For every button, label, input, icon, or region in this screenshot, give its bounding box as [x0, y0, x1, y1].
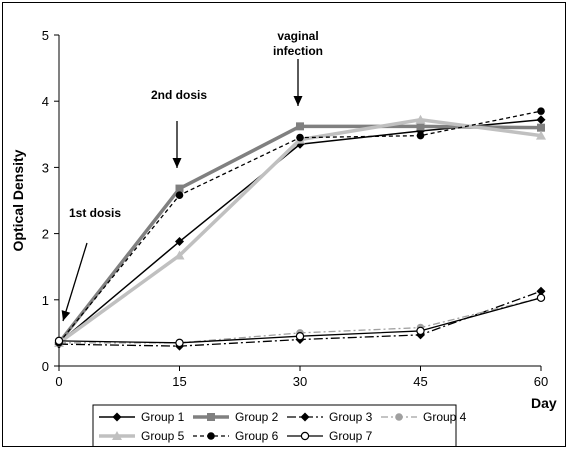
legend-label: Group 6: [235, 429, 279, 443]
legend-label: Group 2: [235, 410, 279, 424]
data-point: [416, 122, 425, 131]
legend-label: Group 5: [141, 429, 185, 443]
x-tick-label: 0: [55, 374, 62, 389]
data-point: [175, 184, 184, 193]
y-tick-label: 2: [42, 227, 49, 242]
data-point: [415, 114, 426, 124]
series-layer: [54, 107, 546, 351]
data-point: [54, 336, 64, 346]
annotation-label-line: infection: [273, 44, 323, 58]
legend-item: Group 4: [381, 410, 467, 424]
data-point: [536, 286, 546, 296]
legend-swatch-marker: [207, 413, 215, 421]
annotation-label: vaginal infection: [273, 29, 323, 58]
data-point: [537, 123, 545, 132]
series-line: [57, 124, 542, 344]
legend-box: [92, 404, 457, 448]
x-tick-label: 45: [413, 374, 427, 389]
annotation-label-line: vaginal: [277, 29, 318, 43]
x-tick-label: 15: [172, 374, 186, 389]
series-7: [54, 293, 546, 348]
data-point: [536, 130, 546, 140]
data-point: [537, 107, 545, 115]
data-point: [174, 250, 185, 260]
y-tick-label: 5: [42, 28, 49, 43]
legend-swatch-marker: [300, 431, 310, 441]
series-2: [55, 122, 545, 347]
data-point: [175, 191, 184, 200]
data-point: [416, 131, 425, 140]
legend-swatch-marker: [395, 413, 403, 421]
annotation-arrow-head: [61, 310, 71, 321]
x-axis-label: Day: [531, 395, 557, 411]
legend: Group 1 Group 2 Group 3 Group 4 Group 5 Group…: [92, 404, 467, 448]
legend-item: Group 5: [99, 429, 185, 443]
legend-label: Group 7: [329, 429, 373, 443]
annotation-label-line: 1st dosis: [69, 206, 121, 220]
y-axis-label: Optical Density: [10, 149, 26, 251]
y-tick-label: 0: [42, 359, 49, 374]
legend-item: Group 7: [287, 429, 373, 443]
y-tick-label: 3: [42, 160, 49, 175]
annotation-label: 2nd dosis: [151, 88, 207, 102]
series-1: [54, 115, 546, 348]
series-line: [58, 118, 542, 344]
legend-item: Group 1: [99, 410, 185, 424]
data-point: [536, 293, 546, 303]
x-tick-label: 60: [534, 374, 548, 389]
y-tick-label: 4: [42, 94, 49, 109]
data-point: [295, 332, 305, 341]
legend-label: Group 3: [329, 410, 373, 424]
x-tick-label: 30: [293, 374, 307, 389]
data-point: [536, 115, 546, 125]
legend-swatch-marker: [112, 431, 122, 440]
series-5: [54, 114, 546, 347]
annotation-label-line: 2nd dosis: [151, 88, 207, 102]
legend-swatch-marker: [207, 432, 215, 440]
y-tick-label: 1: [42, 293, 49, 308]
annotation-arrow-shaft: [62, 242, 88, 322]
data-point: [175, 237, 184, 247]
annotation-arrow-head: [172, 158, 182, 168]
legend-label: Group 4: [423, 410, 467, 424]
data-point: [416, 326, 425, 336]
legend-swatch-marker: [300, 412, 310, 422]
legend-item: Group 3: [287, 410, 373, 424]
annotation-label: 1st dosis: [69, 206, 121, 220]
annotation-arrow-head: [293, 96, 303, 106]
series-3: [54, 286, 546, 351]
data-point: [296, 133, 304, 142]
annotations: 1st dosis 2nd dosis vaginal infection: [61, 29, 323, 322]
series-line: [57, 117, 542, 345]
legend-swatch-marker: [112, 412, 122, 422]
chart-frame: 0 1 2 3 4 5 0 15 30 45 60 1st dosis 2nd dosis vagina…: [2, 2, 566, 448]
legend-item: Group 2: [193, 410, 279, 424]
data-point: [296, 122, 304, 131]
legend-item: Group 6: [193, 429, 279, 443]
legend-label: Group 1: [141, 410, 185, 424]
data-point: [175, 338, 184, 348]
